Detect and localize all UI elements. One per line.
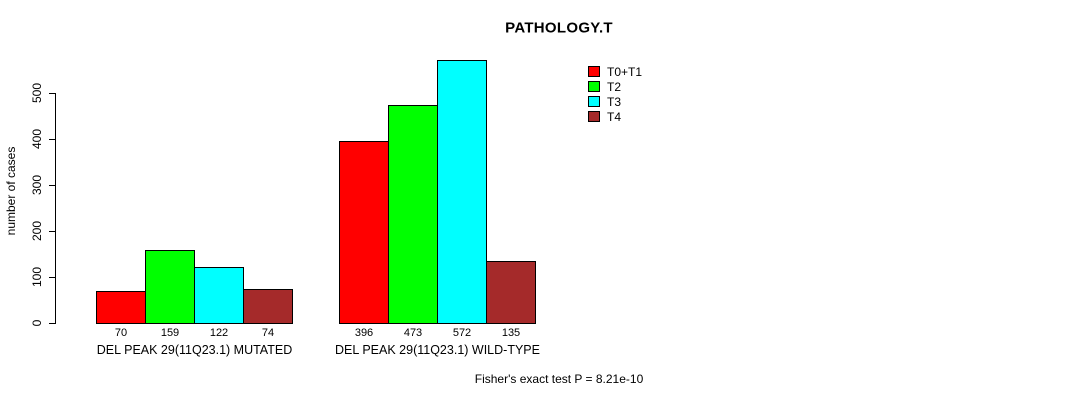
bar-t3 (194, 266, 244, 324)
bar-t4 (486, 260, 536, 324)
y-tick-mark (49, 323, 55, 324)
bar-value-label: 396 (354, 327, 374, 339)
group-label: DEL PEAK 29(11Q23.1) MUTATED (96, 343, 293, 357)
legend-swatch-icon (588, 111, 600, 122)
bar-value-label: 122 (209, 327, 229, 339)
y-tick-label: 100 (30, 266, 44, 288)
legend-swatch-icon (588, 81, 600, 92)
legend-item: T0+T1 (588, 64, 642, 79)
bar-value-label: 473 (403, 327, 423, 339)
legend-item: T3 (588, 94, 642, 109)
legend-label: T2 (607, 79, 622, 94)
y-tick-label: 400 (30, 128, 44, 150)
group-label: DEL PEAK 29(11Q23.1) WILD-TYPE (335, 343, 540, 357)
y-tick-label: 200 (30, 220, 44, 242)
y-tick-label: 0 (30, 319, 44, 327)
fisher-test-note: Fisher's exact test P = 8.21e-10 (474, 372, 644, 386)
y-tick-mark (49, 231, 55, 232)
legend-label: T3 (607, 94, 622, 109)
chart-title: PATHOLOGY.T (505, 19, 613, 37)
bar-t2 (145, 249, 195, 324)
bar-t4 (243, 288, 293, 324)
bar-value-label: 135 (501, 327, 521, 339)
bar-t0-t1 (96, 290, 146, 324)
y-axis-line (55, 93, 56, 324)
bar-value-label: 572 (452, 327, 472, 339)
y-axis-title: number of cases (4, 146, 18, 236)
bar-value-label: 70 (114, 327, 128, 339)
y-tick-mark (49, 277, 55, 278)
legend-item: T2 (588, 79, 642, 94)
bar-t3 (437, 59, 487, 324)
legend-label: T0+T1 (607, 64, 643, 79)
y-tick-mark (49, 93, 55, 94)
y-tick-label: 300 (30, 174, 44, 196)
y-tick-mark (49, 139, 55, 140)
y-tick-label: 500 (30, 82, 44, 104)
legend-swatch-icon (588, 66, 600, 77)
legend-label: T4 (607, 109, 622, 124)
legend-item: T4 (588, 109, 642, 124)
bar-t0-t1 (339, 140, 389, 324)
legend: T0+T1 T2 T3 T4 (588, 64, 642, 124)
bar-value-label: 74 (261, 327, 275, 339)
bar-value-label: 159 (160, 327, 180, 339)
y-tick-mark (49, 185, 55, 186)
legend-swatch-icon (588, 96, 600, 107)
bar-t2 (388, 105, 438, 324)
